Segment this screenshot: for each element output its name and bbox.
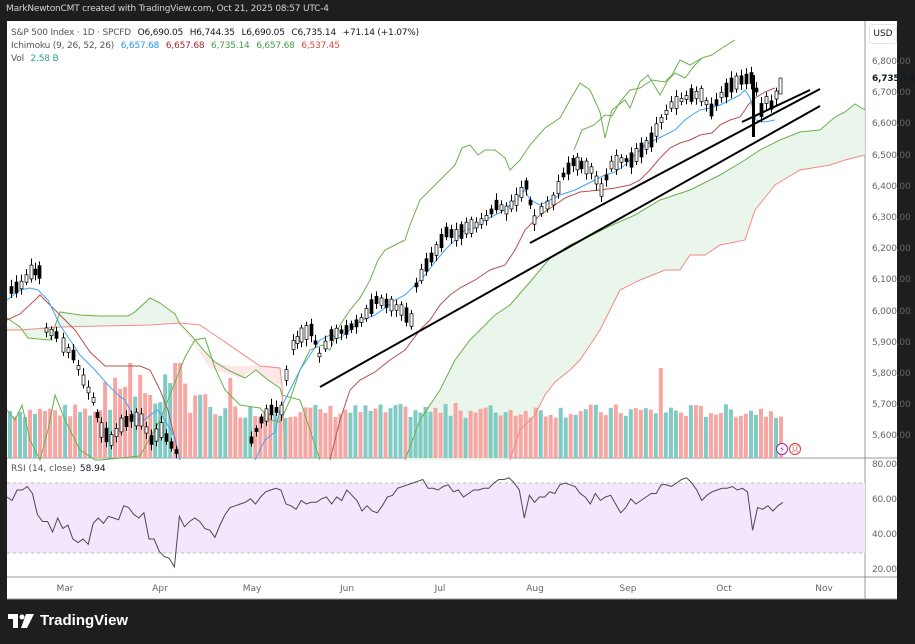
price-tick: 6,500.00 <box>872 150 911 161</box>
kijun-value: 6,657.68 <box>165 41 205 51</box>
price-tick: 6,300.00 <box>872 213 911 223</box>
price-tick: 6,200.00 <box>872 244 911 255</box>
trendline-1[interactable] <box>319 105 821 388</box>
price-tick: 5,900.00 <box>872 337 911 348</box>
event-icons: ⚡ 🇺 <box>776 443 801 455</box>
candlesticks <box>9 66 783 459</box>
rsi-tick: 60.00 <box>872 495 897 505</box>
senkou-a-line <box>6 297 321 461</box>
chart-credit: MarkNewtonCMT created with TradingView.c… <box>6 4 329 14</box>
month-label: Aug <box>526 584 544 594</box>
ichimoku-row: Ichimoku (9, 26, 52, 26) 6,657.68 6,657.… <box>11 40 423 53</box>
chikou-value: 6,735.14 <box>211 41 250 51</box>
lightning-icon[interactable]: ⚡ <box>776 443 788 455</box>
month-label: May <box>242 584 262 594</box>
price-tick: 6,700.00 <box>872 88 911 99</box>
currency-button[interactable]: USD <box>869 24 897 44</box>
rsi-value: 58.94 <box>79 464 106 474</box>
rsi-line <box>6 477 784 569</box>
price-tick: 5,700.00 <box>872 400 911 411</box>
ohlc-open: O6,690.05 <box>137 28 184 38</box>
ohlc-close: C6,735.14 <box>291 28 336 38</box>
vol-label[interactable]: Vol <box>11 54 24 64</box>
price-tick: 6,800.00 <box>872 57 911 67</box>
month-label: Apr <box>152 584 168 594</box>
month-label: Oct <box>716 584 732 594</box>
rsi-tick: 80.00 <box>872 460 897 470</box>
ohlc-high: H6,744.35 <box>189 28 235 38</box>
month-label: Nov <box>815 584 833 594</box>
chikou-line <box>6 39 736 462</box>
chart-legend: S&P 500 Index · 1D · SPCFD O6,690.05 H6,… <box>11 27 423 66</box>
month-label: Jul <box>434 584 446 594</box>
price-tick: 6,400.00 <box>872 181 911 192</box>
symbol-row: S&P 500 Index · 1D · SPCFD O6,690.05 H6,… <box>11 27 423 40</box>
volume-bars <box>8 363 783 458</box>
ohlc-low: L6,690.05 <box>241 28 285 38</box>
price-change: +71.14 (+1.07%) <box>342 28 420 38</box>
current-price-label: 6,735.14 <box>872 74 915 84</box>
volume-row: Vol 2.58 B <box>11 53 423 66</box>
symbol-name[interactable]: S&P 500 Index · 1D · SPCFD <box>11 28 131 38</box>
tv-logo-icon <box>8 613 34 628</box>
rsi-band <box>7 483 865 553</box>
rsi-tick: 20.00 <box>872 565 897 575</box>
ichimoku-label[interactable]: Ichimoku (9, 26, 52, 26) <box>11 41 115 51</box>
month-label: Sep <box>619 584 637 594</box>
rsi-legend: RSI (14, close) 58.94 <box>11 464 106 474</box>
rsi-tick: 40.00 <box>872 530 897 540</box>
tenkan-value: 6,657.68 <box>120 41 160 51</box>
tenkan-line <box>6 287 181 461</box>
brand-name: TradingView <box>40 612 129 629</box>
month-label: Mar <box>56 584 74 594</box>
price-tick: 5,600.00 <box>872 431 911 442</box>
senkou-b-value: 6,537.45 <box>301 41 340 51</box>
price-tick: 6,100.00 <box>872 275 911 286</box>
price-tick: 5,800.00 <box>872 369 911 379</box>
price-tick: 6,000.00 <box>872 306 911 317</box>
month-label: Jun <box>339 584 355 594</box>
trendline-2[interactable] <box>529 88 821 244</box>
kijun-line <box>6 294 181 461</box>
us-flag-icon[interactable]: 🇺 <box>789 443 801 455</box>
rsi-label[interactable]: RSI (14, close) <box>11 464 76 474</box>
tradingview-logo: TradingView <box>8 612 128 629</box>
vol-value: 2.58 B <box>30 54 59 64</box>
price-tick: 6,600.00 <box>872 119 911 130</box>
senkou-a-value: 6,657.68 <box>256 41 295 51</box>
